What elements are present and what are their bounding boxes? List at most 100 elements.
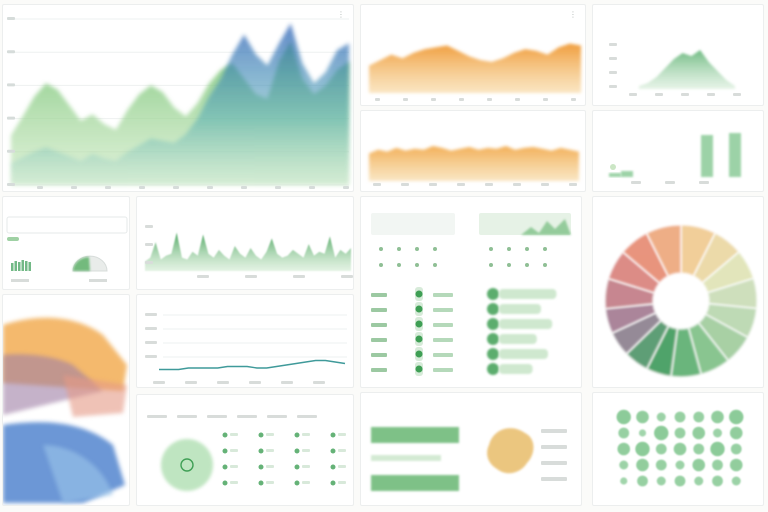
list-dot — [330, 448, 336, 454]
mini-area — [521, 219, 571, 235]
series-line — [159, 359, 346, 371]
mini-dot — [415, 247, 419, 251]
panel-small-area-chart — [592, 4, 764, 106]
panel-large-area-chart: ⋮ — [2, 4, 354, 192]
scatter-point — [619, 460, 629, 470]
row-bubble — [487, 333, 499, 345]
mini-dot — [415, 263, 419, 267]
scatter-point — [616, 409, 631, 425]
panel-horizontal-bars — [360, 392, 582, 506]
x-tick-mark — [185, 381, 197, 384]
x-tick-mark — [401, 183, 409, 186]
header-mark — [177, 415, 197, 418]
list-dot — [222, 464, 228, 470]
mini-dot — [379, 263, 383, 267]
small-area-chart — [609, 43, 741, 96]
scatter-point — [729, 409, 744, 425]
list-dot — [222, 432, 228, 438]
list-dot — [294, 448, 300, 454]
row-value-mark — [433, 293, 453, 297]
panel-orange-area-chart: ⋮ — [360, 4, 586, 106]
mini-dot — [433, 263, 437, 267]
list-mark — [302, 481, 310, 484]
panel-mini-widgets — [2, 196, 130, 290]
list-mark — [230, 481, 238, 484]
small-bar-chart — [609, 133, 741, 184]
legend-dot — [610, 164, 616, 170]
list-dot — [258, 432, 264, 438]
legend-mark — [541, 429, 567, 433]
scatter-point — [693, 443, 705, 455]
y-tick-mark — [7, 17, 15, 20]
list-dot — [222, 448, 228, 454]
line-chart — [145, 313, 347, 384]
more-options-icon[interactable]: ⋮ — [337, 10, 345, 19]
x-tick-mark — [309, 186, 315, 189]
row-bar — [499, 289, 557, 299]
row-bubble — [487, 363, 499, 375]
mini-dot — [379, 247, 383, 251]
scatter-point — [673, 442, 687, 456]
list-mark — [302, 465, 310, 468]
list-mark — [230, 465, 238, 468]
panel-donut-chart — [592, 196, 764, 388]
panel-dot-matrix — [592, 392, 764, 506]
bar — [729, 133, 741, 177]
list-mark — [266, 465, 274, 468]
x-tick-mark — [681, 93, 689, 96]
x-tick-mark — [515, 98, 520, 101]
row-dot — [415, 335, 423, 343]
mini-bar — [28, 262, 31, 271]
orange-band-chart — [369, 146, 579, 186]
list-dot — [330, 432, 336, 438]
series-area-green — [639, 50, 735, 89]
hbar — [371, 427, 459, 443]
widget-frame — [6, 216, 128, 234]
x-tick-mark — [457, 183, 465, 186]
list-mark — [266, 433, 274, 436]
mini-dot — [543, 247, 547, 251]
panel-dot-list — [136, 394, 354, 506]
x-tick-mark — [217, 381, 229, 384]
scatter-point — [655, 443, 667, 455]
header-mark — [207, 415, 227, 418]
list-mark — [230, 433, 238, 436]
row-value-mark — [433, 338, 453, 342]
y-tick-mark — [145, 225, 153, 228]
scatter-point — [674, 427, 686, 439]
mini-widgets — [6, 216, 128, 282]
header-mark — [237, 415, 257, 418]
mini-dot — [525, 263, 529, 267]
card — [371, 213, 455, 235]
x-tick-mark — [245, 275, 257, 278]
row-value-mark — [433, 323, 453, 327]
header-mark — [297, 415, 317, 418]
scatter-point — [692, 458, 706, 472]
row-dot — [415, 350, 423, 358]
mini-dot — [525, 247, 529, 251]
x-tick-mark — [629, 93, 637, 96]
x-tick-mark — [429, 183, 437, 186]
panel-spiky-area-chart — [136, 196, 354, 290]
gauge-fill — [73, 257, 90, 271]
scatter-point — [712, 475, 723, 487]
mini-bar — [14, 261, 17, 271]
list-dot — [330, 464, 336, 470]
y-tick-mark — [609, 43, 617, 46]
x-tick-mark — [37, 186, 43, 189]
x-tick-mark — [293, 275, 305, 278]
scatter-point — [694, 476, 704, 486]
label-mark — [11, 279, 29, 282]
more-options-icon[interactable]: ⋮ — [569, 10, 577, 19]
scatter-point — [656, 476, 666, 486]
x-tick-mark — [313, 381, 325, 384]
watercolor-map — [3, 317, 127, 503]
mini-dot — [507, 247, 511, 251]
y-tick-mark — [609, 71, 617, 74]
scatter-point — [655, 459, 667, 471]
bar — [609, 173, 621, 177]
x-tick-mark — [403, 98, 408, 101]
orange-area-chart — [369, 43, 581, 101]
row-value-mark — [433, 308, 453, 312]
x-tick-mark — [487, 98, 492, 101]
